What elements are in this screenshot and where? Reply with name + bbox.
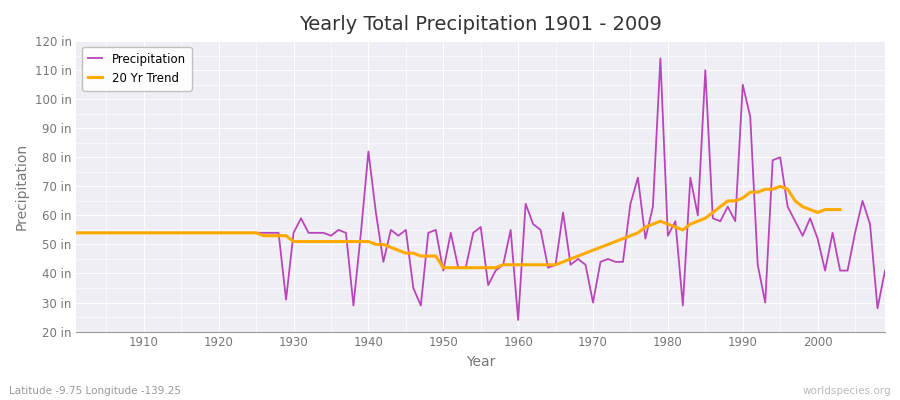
Line: Precipitation: Precipitation bbox=[76, 58, 885, 320]
20 Yr Trend bbox=[520, 262, 531, 267]
Legend: Precipitation, 20 Yr Trend: Precipitation, 20 Yr Trend bbox=[82, 47, 192, 91]
Text: worldspecies.org: worldspecies.org bbox=[803, 386, 891, 396]
20 Yr Trend bbox=[782, 187, 793, 192]
20 Yr Trend bbox=[797, 204, 808, 209]
Precipitation bbox=[513, 318, 524, 322]
X-axis label: Year: Year bbox=[466, 355, 495, 369]
20 Yr Trend bbox=[71, 230, 82, 235]
Precipitation bbox=[655, 56, 666, 61]
Precipitation bbox=[505, 228, 516, 232]
Precipitation bbox=[71, 230, 82, 235]
20 Yr Trend bbox=[775, 184, 786, 189]
20 Yr Trend bbox=[281, 233, 292, 238]
Y-axis label: Precipitation: Precipitation bbox=[15, 143, 29, 230]
Precipitation bbox=[295, 216, 306, 221]
20 Yr Trend bbox=[834, 207, 845, 212]
Precipitation bbox=[610, 260, 621, 264]
20 Yr Trend bbox=[752, 190, 763, 194]
20 Yr Trend bbox=[438, 265, 449, 270]
Precipitation bbox=[130, 230, 141, 235]
Precipitation bbox=[520, 201, 531, 206]
20 Yr Trend bbox=[768, 187, 778, 192]
Precipitation bbox=[879, 268, 890, 273]
Title: Yearly Total Precipitation 1901 - 2009: Yearly Total Precipitation 1901 - 2009 bbox=[300, 15, 662, 34]
Precipitation bbox=[340, 230, 351, 235]
Text: Latitude -9.75 Longitude -139.25: Latitude -9.75 Longitude -139.25 bbox=[9, 386, 181, 396]
Line: 20 Yr Trend: 20 Yr Trend bbox=[76, 186, 840, 268]
